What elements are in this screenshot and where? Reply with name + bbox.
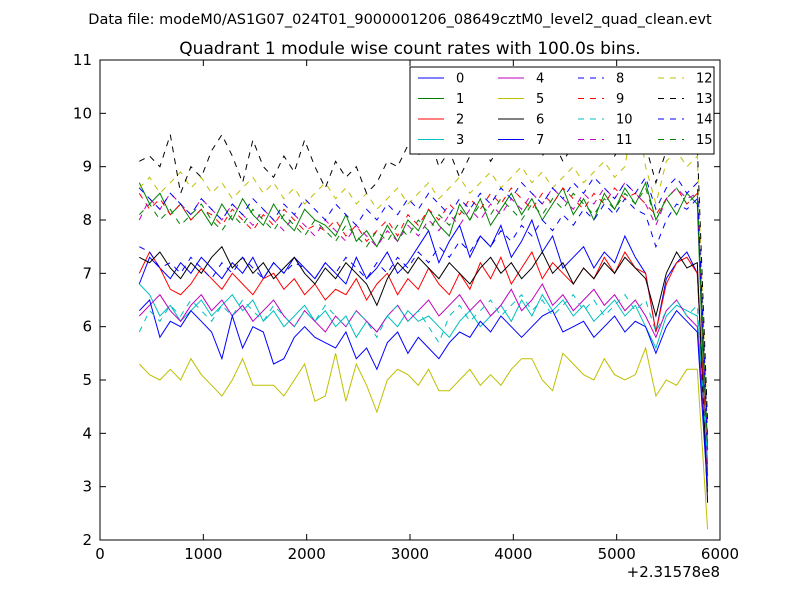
series-line-14 [138,176,709,439]
series-line-2 [138,250,709,466]
legend-label-4: 4 [536,72,544,87]
series-line-15 [138,186,709,450]
legend-label-8: 8 [616,72,624,87]
legend-label-7: 7 [536,133,544,148]
legend-label-3: 3 [456,133,464,148]
y-tick-label: 4 [82,424,92,442]
suptitle: Data file: modeM0/AS1G07_024T01_90000012… [88,12,712,28]
series-line-9 [138,187,709,445]
x-offset-label: +2.31578e8 [627,563,720,581]
series-line-10 [138,293,709,466]
x-tick-label: 1000 [184,545,222,563]
legend-label-0: 0 [456,72,464,87]
legend-label-15: 15 [696,133,713,148]
x-tick-label: 6000 [701,545,739,563]
series-layer [138,102,709,530]
legend-label-12: 12 [696,72,713,87]
y-tick-label: 11 [73,51,92,69]
y-tick-label: 8 [82,211,92,229]
legend-label-5: 5 [536,92,544,107]
y-tick-label: 3 [82,478,92,496]
legend-label-2: 2 [456,113,464,128]
y-tick-label: 9 [82,158,92,176]
x-tick-label: 0 [95,545,105,563]
series-line-5 [138,346,709,530]
y-tick-label: 10 [73,104,92,122]
x-tick-label: 3000 [391,545,429,563]
legend-label-6: 6 [536,113,544,128]
y-tick-label: 2 [82,531,92,549]
series-line-1 [138,181,709,487]
series-line-0 [138,218,709,477]
legend-label-13: 13 [696,92,713,107]
legend-label-9: 9 [616,92,624,107]
y-tick-label: 7 [82,264,92,282]
legend-label-1: 1 [456,92,464,107]
x-tick-label: 2000 [288,545,326,563]
chart-title: Quadrant 1 module wise count rates with … [179,39,640,59]
y-tick-label: 6 [82,318,92,336]
x-tick-label: 5000 [598,545,636,563]
legend-label-14: 14 [696,113,713,128]
y-tick-label: 5 [82,371,92,389]
legend-label-11: 11 [616,133,633,148]
legend-label-10: 10 [616,113,633,128]
series-line-6 [139,245,709,503]
x-tick-label: 4000 [494,545,532,563]
series-line-7 [138,299,709,493]
